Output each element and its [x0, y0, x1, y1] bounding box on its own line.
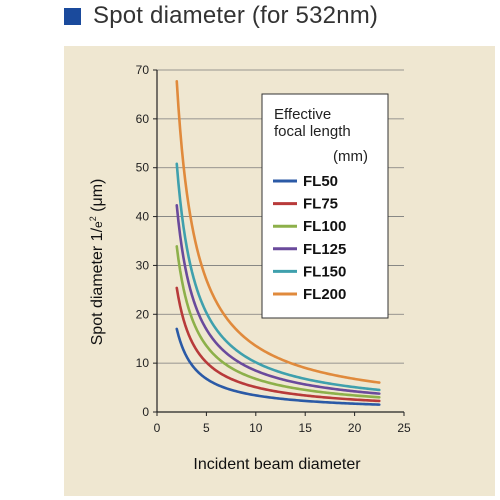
legend-label-fl200: FL200 [303, 286, 346, 303]
legend-label-fl100: FL100 [303, 218, 346, 235]
series-lines [175, 79, 381, 406]
y-axis-label-unit: (μm) [89, 179, 106, 217]
y-axis-label-main: Spot diameter 1/ [89, 227, 106, 345]
legend-label-fl75: FL75 [303, 196, 338, 213]
series-line-fl100 [175, 245, 381, 399]
legend-title-line-1: Effective [274, 106, 331, 123]
title-row: Spot diameter (for 532nm) [64, 0, 378, 32]
y-tick-label-2: 20 [136, 307, 150, 321]
y-axis-label-sup: 2 [88, 216, 98, 221]
legend-box [261, 93, 389, 319]
x-tick-label-3: 15 [299, 421, 313, 435]
legend: Effective focal length (mm) FL50 FL75 FL10… [261, 93, 389, 319]
y-tick-label-3: 30 [136, 258, 150, 272]
series-line-fl200 [175, 79, 381, 384]
title-bullet-square [64, 7, 81, 25]
series-line-fl125 [175, 204, 381, 395]
series-line-fl150 [175, 162, 381, 392]
y-tick-label-4: 40 [136, 210, 150, 224]
legend-label-fl125: FL125 [303, 241, 346, 258]
legend-title-line-2: focal length [274, 123, 351, 140]
legend-items: FL50 FL75 FL100 FL125 FL150 FL200 [273, 173, 346, 303]
y-tick-labels: 0 10 20 30 40 50 60 70 [136, 63, 157, 419]
legend-label-fl150: FL150 [303, 263, 346, 280]
x-tick-label-1: 5 [203, 421, 210, 435]
axes [156, 70, 404, 413]
x-tick-label-4: 20 [348, 421, 362, 435]
page-title: Spot diameter (for 532nm) [93, 2, 379, 29]
series-line-fl50 [175, 327, 381, 406]
y-axis-label-small: e [91, 221, 105, 228]
y-axis-label: Spot diameter 1/e2 (μm) [88, 179, 106, 346]
x-tick-label-2: 10 [249, 421, 263, 435]
x-axis-label: Incident beam diameter [193, 456, 361, 473]
legend-unit: (mm) [333, 148, 368, 165]
y-tick-label-6: 60 [136, 112, 150, 126]
y-tick-label-0: 0 [142, 405, 149, 419]
y-tick-label-1: 10 [136, 356, 150, 370]
series-line-fl75 [175, 286, 381, 403]
y-tick-label-5: 50 [136, 161, 150, 175]
legend-label-fl50: FL50 [303, 173, 338, 190]
x-tick-labels: 0 5 10 15 20 25 [154, 412, 411, 435]
x-tick-label-0: 0 [154, 421, 161, 435]
y-tick-label-7: 70 [136, 63, 150, 77]
x-tick-label-5: 25 [397, 421, 411, 435]
